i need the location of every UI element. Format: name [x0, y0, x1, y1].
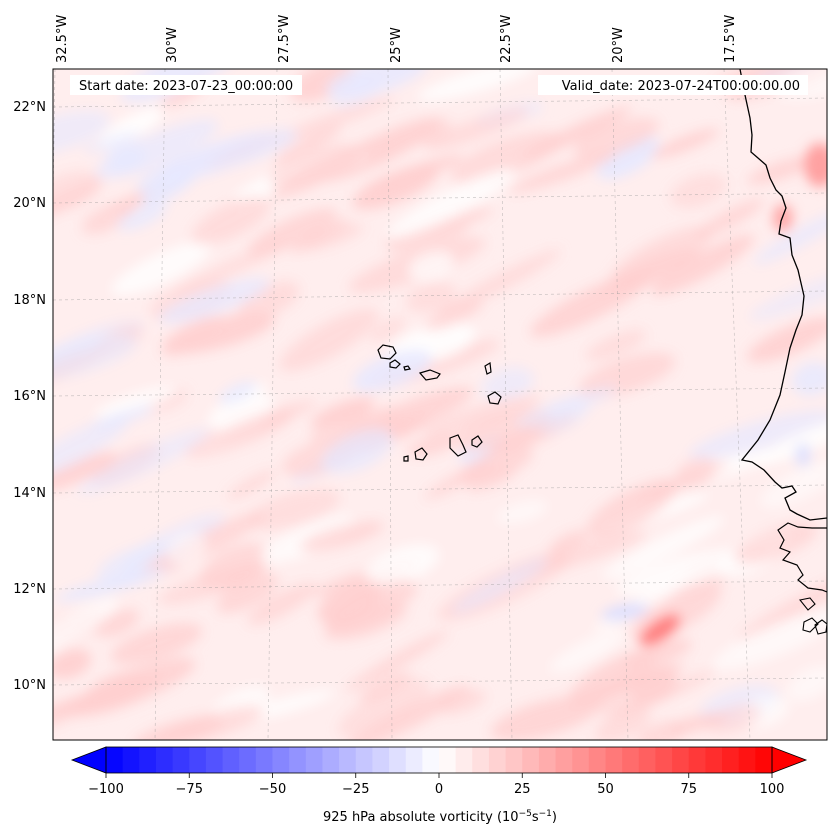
colorbar-cell [672, 747, 690, 773]
colorbar-tick-label: 0 [435, 782, 443, 797]
colorbar-cell [505, 747, 523, 773]
colorbar-cell [122, 747, 140, 773]
colorbar-cell [755, 747, 773, 773]
colorbar-cell [738, 747, 756, 773]
colorbar-cell [588, 747, 606, 773]
meridian-line [723, 69, 751, 740]
meridian-line [499, 69, 513, 740]
colorbar-cell [538, 747, 557, 773]
colorbar-cell [439, 747, 457, 773]
meridian-line [154, 69, 166, 740]
colorbar-cell [339, 747, 357, 773]
lat-label-14n: 14°N [13, 486, 46, 501]
colorbar-cell [139, 747, 157, 773]
colorbar-cell [605, 747, 623, 773]
lon-label-17-5w: 17.5°W [723, 15, 738, 63]
colorbar-tick-label: 25 [514, 782, 531, 797]
colorbar-tick-label: −75 [176, 782, 203, 797]
colorbar-tick-label: 75 [680, 782, 697, 797]
colorbar-cell [455, 747, 473, 773]
lat-label-22n: 22°N [13, 100, 46, 115]
colorbar-cell [405, 747, 423, 773]
colorbar-tick-label: −50 [259, 782, 286, 797]
lon-label-20w: 20°W [611, 27, 626, 63]
colorbar-extend-min [70, 746, 107, 774]
colorbar-cell [688, 747, 706, 773]
africa-coastline [739, 69, 827, 521]
colorbar-cell [472, 747, 490, 773]
colorbar-cell [572, 747, 590, 773]
start-date-label: Start date: 2023-07-23_00:00:00 [79, 79, 293, 94]
lon-label-30w: 30°W [165, 27, 180, 63]
colorbar-cell [255, 747, 273, 773]
gambia-guinea-coastline [777, 522, 827, 593]
colorbar-cell [172, 747, 190, 773]
colorbar-cell [106, 747, 124, 773]
lat-label-20n: 20°N [13, 196, 46, 211]
colorbar-tick-label: −25 [342, 782, 369, 797]
colorbar-cell [622, 747, 640, 773]
map-panel[interactable]: Start date: 2023-07-23_00:00:00 Valid_da… [0, 28, 837, 759]
latitude-labels: 22°N 20°N 18°N 16°N 14°N 12°N 10°N [13, 100, 46, 693]
colorbar-cell [205, 747, 224, 773]
cape-verde-islands [377, 344, 502, 462]
colorbar-extend-max [771, 746, 808, 774]
lat-label-12n: 12°N [13, 582, 46, 597]
colorbar-cell [289, 747, 307, 773]
colorbar-cell [522, 747, 540, 773]
colorbar-tick-label: −100 [88, 782, 124, 797]
colorbar-tick-label: 50 [597, 782, 614, 797]
colorbar-cell [655, 747, 673, 773]
lat-label-10n: 10°N [13, 678, 46, 693]
valid-date-label: Valid_date: 2023-07-24T00:00:00.00 [562, 79, 800, 94]
colorbar-cell [372, 747, 390, 773]
colorbar-cell [705, 747, 723, 773]
colorbar-cell [272, 747, 290, 773]
colorbar-cell [155, 747, 174, 773]
colorbar-cell [239, 747, 257, 773]
colorbar: −100 −75 −50 −25 0 25 50 75 100 925 hPa absolute… [70, 746, 808, 825]
colorbar-label: 925 hPa absolute vorticity (10−5s−1) [323, 809, 557, 825]
meridian-line [267, 69, 278, 740]
colorbar-cell [555, 747, 573, 773]
colorbar-cell [722, 747, 740, 773]
colorbar-cell [222, 747, 240, 773]
lon-label-27-5w: 27.5°W [277, 15, 292, 63]
lon-label-22-5w: 22.5°W [499, 15, 514, 63]
colorbar-cell [389, 747, 407, 773]
lat-label-16n: 16°N [13, 389, 46, 404]
lat-label-18n: 18°N [13, 293, 46, 308]
meridian-line [387, 69, 393, 740]
colorbar-cell [189, 747, 207, 773]
colorbar-cell [488, 747, 507, 773]
colorbar-tick-label: 100 [760, 782, 785, 797]
graticule [53, 69, 827, 740]
colorbar-cell [638, 747, 656, 773]
lon-label-32-5w: 32.5°W [55, 15, 70, 63]
vorticity-field [53, 69, 827, 740]
longitude-labels: 32.5°W 30°W 27.5°W 25°W 22.5°W 20°W 17.5… [55, 15, 738, 63]
meridian-line [611, 69, 629, 740]
lon-label-25w: 25°W [389, 27, 404, 63]
colorbar-cell [422, 747, 440, 773]
colorbar-cell [322, 747, 340, 773]
colorbar-cell [305, 747, 323, 773]
colorbar-cells [106, 747, 773, 773]
colorbar-cell [355, 747, 373, 773]
colorbar-ticks: −100 −75 −50 −25 0 25 50 75 100 [88, 773, 784, 797]
